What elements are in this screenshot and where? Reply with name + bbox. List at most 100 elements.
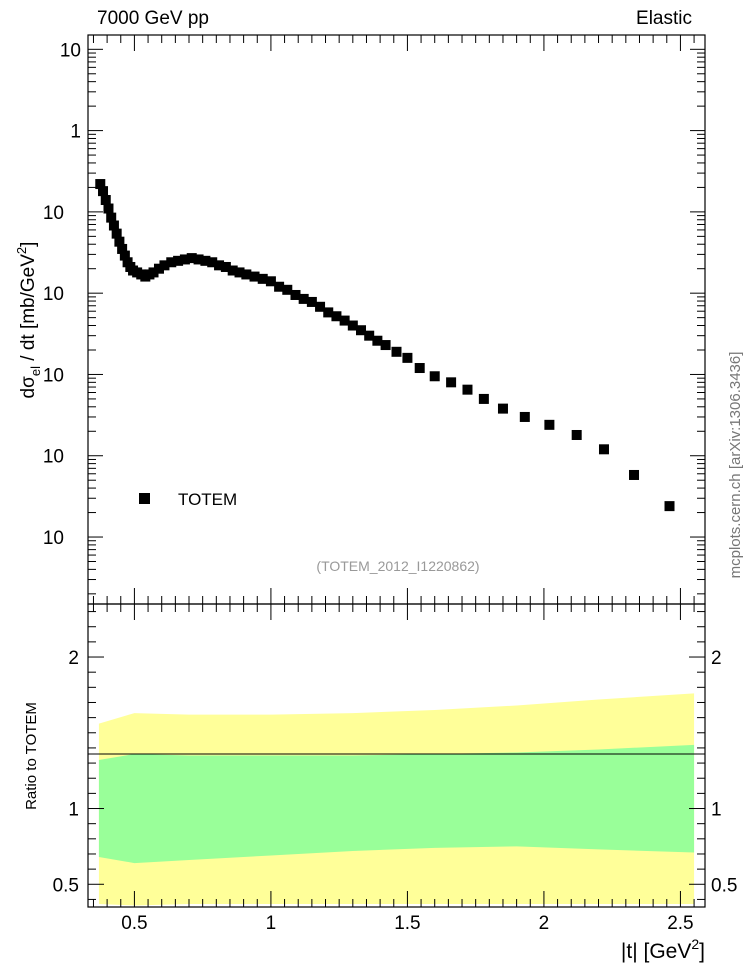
main-y-tick-base: 10 <box>43 365 64 386</box>
main-y-tick-label: 10 <box>60 40 81 61</box>
data-point <box>173 255 184 266</box>
x-tick-label: 2.5 <box>667 913 693 934</box>
data-point <box>380 340 391 351</box>
svg-text:dσel / dt [mb/GeV2]: dσel / dt [mb/GeV2] <box>14 242 43 399</box>
main-y-tick-label: 10 <box>43 203 64 224</box>
ratio-plot-frame <box>87 603 706 908</box>
main-y-tick-label: 1 <box>70 122 81 143</box>
data-point <box>98 186 109 197</box>
data-point <box>629 469 640 480</box>
data-point <box>166 257 177 268</box>
data-point <box>186 253 197 264</box>
data-point <box>290 289 301 300</box>
data-point <box>179 254 190 265</box>
main-y-label-main: dσ <box>18 376 39 399</box>
ratio-y-label: Ratio to TOTEM <box>23 702 40 810</box>
data-point <box>462 384 473 395</box>
data-point <box>391 346 402 357</box>
main-y-label-sup: 2 <box>14 247 29 254</box>
data-point <box>372 335 383 346</box>
data-point <box>323 307 334 318</box>
data-point <box>339 315 350 326</box>
ratio-y-tick-label: 0.5 <box>53 875 79 896</box>
header-title: 7000 GeV pp <box>97 8 209 29</box>
main-y-label-sub: el <box>28 366 43 376</box>
data-point <box>234 267 245 278</box>
data-point <box>414 363 425 374</box>
analysis-tag: (TOTEM_2012_I1220862) <box>316 558 479 574</box>
ratio-y-tick-label-right: 1 <box>711 800 722 821</box>
data-point <box>103 203 114 214</box>
main-y-tick-base: 10 <box>43 447 64 468</box>
data-point <box>214 260 225 271</box>
data-point <box>265 276 276 287</box>
data-point <box>114 236 125 247</box>
data-point <box>227 265 238 276</box>
data-point <box>220 261 231 272</box>
data-point <box>282 284 293 295</box>
data-point <box>347 320 358 331</box>
data-point <box>100 195 111 206</box>
data-point <box>148 267 159 278</box>
data-point <box>364 330 375 341</box>
main-y-tick-label: 10 <box>43 447 64 468</box>
data-point <box>108 220 119 231</box>
main-data-points <box>95 179 675 512</box>
x-tick-label: 2 <box>539 913 550 934</box>
data-point <box>446 377 457 388</box>
main-y-tick-base: 10 <box>43 528 64 549</box>
data-point <box>571 429 582 440</box>
data-point <box>119 250 130 261</box>
ratio-y-label-group: Ratio to TOTEM <box>23 702 40 810</box>
side-label-group: mcplots.cern.ch [arXiv:1306.3436] <box>727 352 744 579</box>
data-point <box>544 419 555 430</box>
x-axis-label-main: |t| [GeV <box>621 940 691 963</box>
data-point <box>306 296 317 307</box>
legend-label-totem: TOTEM <box>178 490 237 509</box>
data-point <box>274 281 285 292</box>
data-point <box>117 243 128 254</box>
data-point <box>664 501 675 512</box>
data-point <box>153 263 164 274</box>
main-y-tick-label: 10 <box>43 528 64 549</box>
data-point <box>95 179 106 190</box>
data-point <box>478 393 489 404</box>
ratio-x-axis: 0.5 1 1.5 2 2.5 <box>92 604 695 934</box>
data-point <box>497 403 508 414</box>
ratio-y-tick-label-right: 0.5 <box>711 875 737 896</box>
main-y-tick-base: 10 <box>43 284 64 305</box>
data-point <box>598 444 609 455</box>
main-x-ticks <box>92 35 695 604</box>
data-point <box>207 257 218 268</box>
main-y-tick-label: 10 <box>43 365 64 386</box>
data-point <box>519 411 530 422</box>
data-point <box>200 255 211 266</box>
data-point <box>429 371 440 382</box>
ratio-y-tick-label: 2 <box>68 648 79 669</box>
legend-marker-totem <box>139 493 150 504</box>
x-tick-label: 0.5 <box>121 913 147 934</box>
ratio-y-tick-label: 1 <box>68 800 79 821</box>
data-point <box>298 293 309 304</box>
main-y-label: dσel / dt [mb/GeV2] <box>14 242 43 399</box>
main-y-label-rest: / dt [mb/GeV <box>18 254 39 366</box>
x-axis-label: |t| [GeV2] <box>621 936 705 963</box>
main-y-label-end: ] <box>18 242 39 247</box>
data-point <box>257 273 268 284</box>
x-tick-label: 1 <box>266 913 277 934</box>
x-tick-label: 1.5 <box>394 913 420 934</box>
ratio-bands <box>98 693 695 906</box>
data-point <box>193 254 204 265</box>
data-point <box>402 352 413 363</box>
x-axis-label-end: ] <box>699 940 705 963</box>
data-point <box>249 271 260 282</box>
data-point <box>356 325 367 336</box>
data-point <box>159 260 170 271</box>
ratio-band-inner <box>98 744 695 864</box>
main-y-tick-base: 10 <box>43 203 64 224</box>
data-point <box>111 228 122 239</box>
x-axis-label-sup: 2 <box>691 936 699 952</box>
main-y-tick-label: 10 <box>43 284 64 305</box>
